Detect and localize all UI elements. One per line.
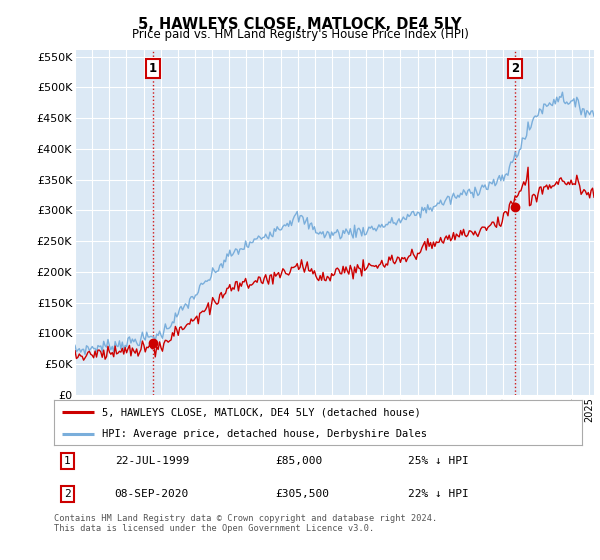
Text: 22% ↓ HPI: 22% ↓ HPI xyxy=(408,489,469,500)
Text: Contains HM Land Registry data © Crown copyright and database right 2024.
This d: Contains HM Land Registry data © Crown c… xyxy=(54,514,437,534)
Text: 22-JUL-1999: 22-JUL-1999 xyxy=(115,456,189,466)
Text: 08-SEP-2020: 08-SEP-2020 xyxy=(115,489,189,500)
Text: 1: 1 xyxy=(149,62,157,75)
Text: Price paid vs. HM Land Registry's House Price Index (HPI): Price paid vs. HM Land Registry's House … xyxy=(131,28,469,41)
Text: £305,500: £305,500 xyxy=(276,489,330,500)
Text: 5, HAWLEYS CLOSE, MATLOCK, DE4 5LY: 5, HAWLEYS CLOSE, MATLOCK, DE4 5LY xyxy=(138,17,462,32)
Text: HPI: Average price, detached house, Derbyshire Dales: HPI: Average price, detached house, Derb… xyxy=(101,429,427,439)
Text: £85,000: £85,000 xyxy=(276,456,323,466)
Text: 1: 1 xyxy=(64,456,71,466)
Text: 2: 2 xyxy=(64,489,71,500)
Text: 5, HAWLEYS CLOSE, MATLOCK, DE4 5LY (detached house): 5, HAWLEYS CLOSE, MATLOCK, DE4 5LY (deta… xyxy=(101,408,420,418)
Text: 25% ↓ HPI: 25% ↓ HPI xyxy=(408,456,469,466)
Text: 2: 2 xyxy=(511,62,519,75)
